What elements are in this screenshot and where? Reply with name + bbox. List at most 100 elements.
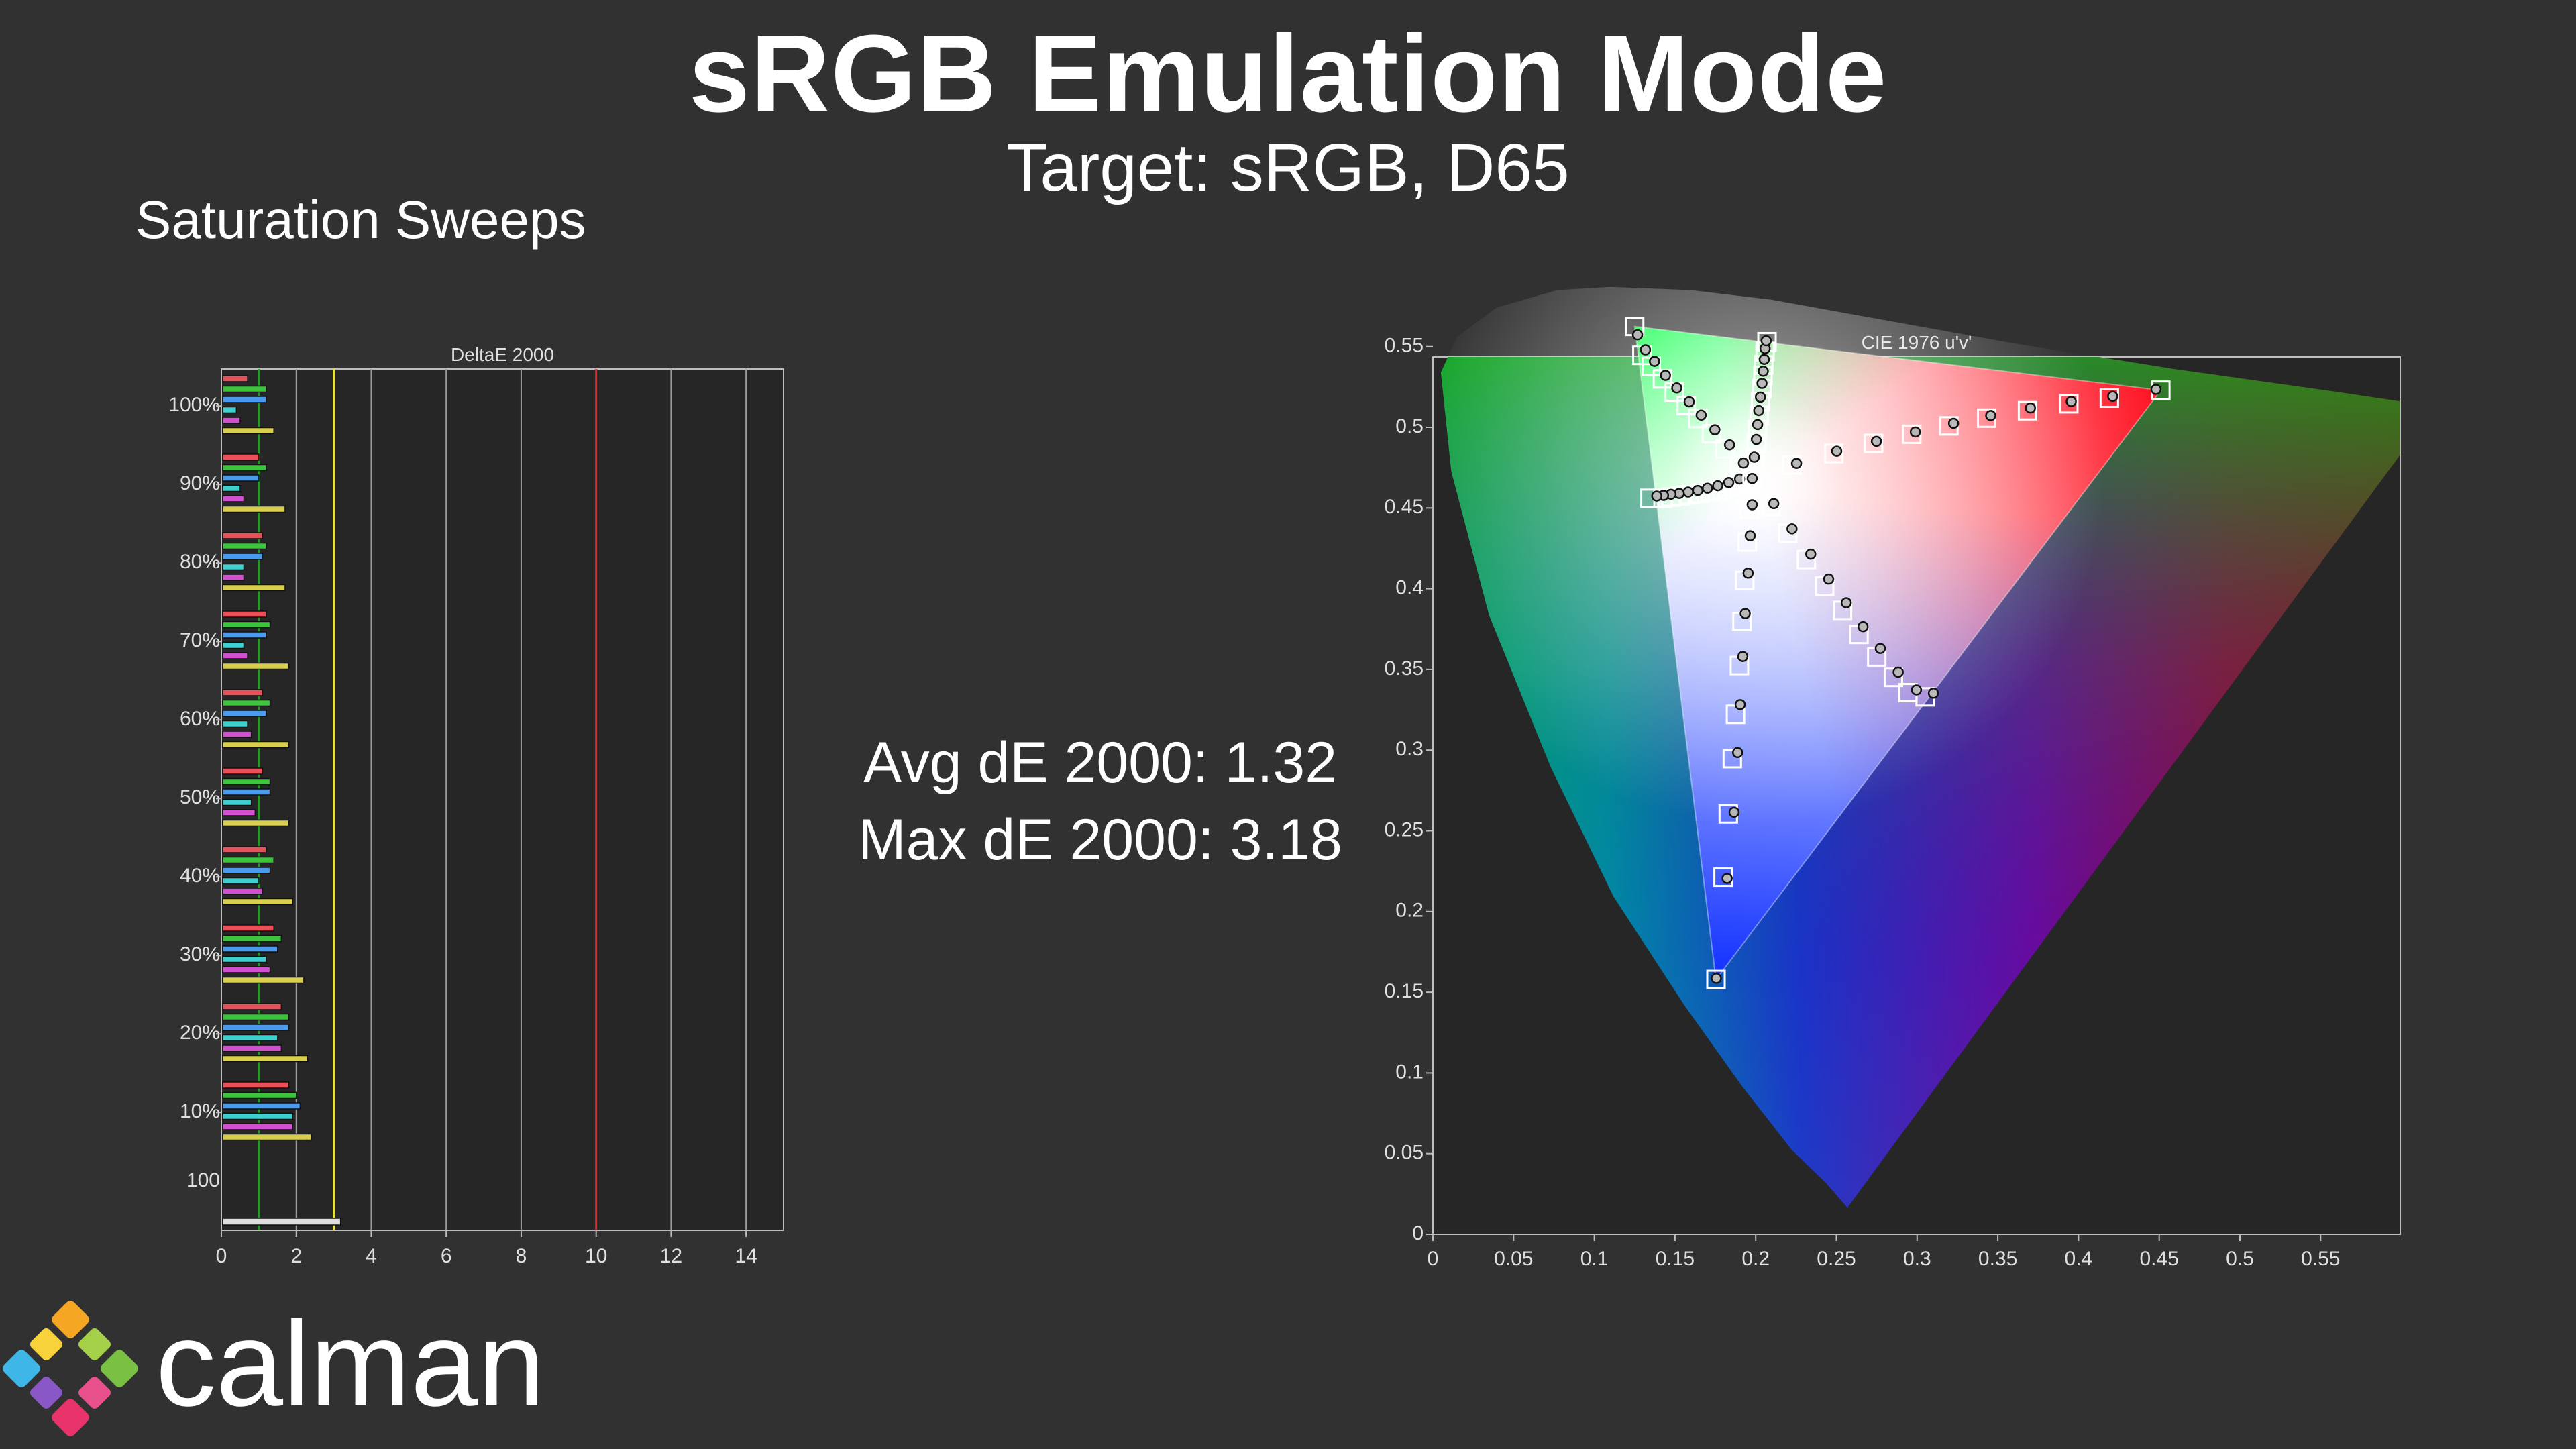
cie-measured-blue <box>1746 499 1758 511</box>
cie-measured-green <box>1631 329 1644 341</box>
deltae-bar <box>222 767 264 775</box>
cie-target-magenta <box>1883 667 1903 688</box>
cie-measured-magenta <box>1840 597 1852 608</box>
cie-target-cyan <box>1712 480 1732 500</box>
cie-measured-green <box>1671 382 1682 394</box>
deltae-bar <box>222 584 286 592</box>
avg-de-stat: Avg dE 2000: 1.32 <box>863 731 1338 795</box>
cie-measured-green <box>1737 457 1750 469</box>
cie-gamut-triangle <box>1633 325 2162 981</box>
cie-measured-red <box>2150 384 2162 395</box>
cie-measured-magenta <box>1927 688 1939 699</box>
cie-target-white <box>1742 468 1762 488</box>
deltae-bar <box>222 846 267 853</box>
cie-measured-magenta <box>1768 498 1780 510</box>
cie-measured-cyan <box>1723 477 1735 488</box>
deltae-bar <box>222 898 293 906</box>
cie-measured-cyan <box>1682 486 1694 498</box>
deltae-bar <box>222 495 245 502</box>
cie-x-tick-label: 0.2 <box>1741 1248 1770 1270</box>
cie-measured-red <box>1831 445 1843 457</box>
deltae-y-tick-label: 30% <box>180 943 220 965</box>
cie-measured-red <box>2025 402 2036 414</box>
cie-measured-red <box>1790 458 1803 469</box>
cie-y-tick-label: 0.2 <box>1395 900 1424 922</box>
deltae-bar <box>222 375 248 382</box>
cie-measured-green <box>1683 396 1695 408</box>
deltae-bar <box>222 574 245 581</box>
cie-measured-blue <box>1739 608 1751 619</box>
deltae-bar <box>222 505 286 513</box>
deltae-y-tick-label: 10% <box>180 1100 220 1122</box>
deltae-bar <box>222 406 237 414</box>
cie-measured-blue <box>1742 568 1754 579</box>
cie-target-green <box>1652 369 1672 389</box>
deltae-bar <box>222 877 260 885</box>
cie-measured-blue <box>1728 806 1740 818</box>
calman-logo-wordmark: calman <box>156 1297 545 1432</box>
cie-y-tick-label: 0.4 <box>1395 577 1424 599</box>
deltae-y-tick-label: 100 <box>186 1169 220 1191</box>
cie-measured-magenta <box>1911 684 1923 696</box>
deltae-bar <box>222 385 267 393</box>
calman-logo: calman <box>3 1297 545 1436</box>
cie-target-red <box>1902 424 1922 444</box>
deltae-x-tick-label: 0 <box>216 1245 227 1267</box>
cie-x-tick-label: 0.55 <box>2301 1248 2340 1270</box>
cie-measured-green <box>1695 409 1707 421</box>
cie-measured-yellow <box>1758 354 1770 365</box>
deltae-bar <box>222 699 271 707</box>
cie-measured-blue <box>1734 699 1746 710</box>
cie-x-tick-label: 0.5 <box>2226 1248 2254 1270</box>
cie-x-tick-label: 0.4 <box>2065 1248 2093 1270</box>
cie-measured-blue <box>1721 873 1733 884</box>
deltae-bar <box>222 553 264 560</box>
cie-measured-red <box>1985 410 1996 421</box>
cie-y-tick-label: 0.15 <box>1385 980 1424 1002</box>
cie-target-green <box>1701 424 1721 444</box>
deltae-bar <box>222 945 278 953</box>
cie-measured-yellow <box>1752 419 1764 431</box>
cie-measured-red <box>1870 435 1882 447</box>
deltae-bar <box>222 731 252 738</box>
cie-measured-yellow <box>1748 451 1760 463</box>
cie-uv-chart: CIE 1976 u'v'00.050.10.150.20.250.30.350… <box>1385 286 2401 1270</box>
deltae-y-tick-label: 50% <box>180 786 220 808</box>
cie-measured-magenta <box>1892 666 1904 678</box>
cie-measured-green <box>1649 356 1660 367</box>
deltae-bar <box>222 924 274 932</box>
deltae-bar <box>222 1013 290 1021</box>
cie-measured-blue <box>1737 651 1749 662</box>
deltae-bar <box>222 631 267 639</box>
deltae-bar <box>222 652 248 659</box>
cie-measured-green <box>1640 344 1652 356</box>
cie-x-tick-label: 0.45 <box>2140 1248 2179 1270</box>
cie-x-tick-label: 0.35 <box>1978 1248 2017 1270</box>
cie-target-red <box>2017 400 2037 421</box>
deltae-bar <box>222 610 267 618</box>
cie-target-red <box>1864 433 1884 453</box>
cie-y-tick-label: 0 <box>1412 1222 1424 1244</box>
section-label: Saturation Sweeps <box>136 190 586 250</box>
deltae-bar <box>222 955 267 963</box>
cie-measured-magenta <box>1786 523 1798 535</box>
deltae-bar <box>222 621 271 629</box>
deltae-y-tick-label: 60% <box>180 708 220 730</box>
deltae-bar <box>222 563 245 571</box>
deltae-bar <box>222 532 264 539</box>
cie-target-blue <box>1706 969 1726 989</box>
deltae-bar <box>222 542 267 550</box>
deltae-bar <box>222 710 267 717</box>
cie-y-tick-label: 0.55 <box>1385 335 1424 357</box>
cie-measured-blue <box>1744 530 1756 541</box>
deltae-bar <box>222 453 260 461</box>
deltae-y-tick-label: 70% <box>180 629 220 651</box>
deltae-bar-white <box>222 1218 341 1226</box>
deltae-bar <box>222 464 267 472</box>
deltae-bar <box>222 1091 297 1099</box>
deltae-bar <box>222 1044 282 1052</box>
deltae-bar <box>222 809 256 816</box>
cie-measured-red <box>1909 426 1921 438</box>
cie-measured-green <box>1709 424 1721 435</box>
cie-y-tick-label: 0.45 <box>1385 496 1424 518</box>
